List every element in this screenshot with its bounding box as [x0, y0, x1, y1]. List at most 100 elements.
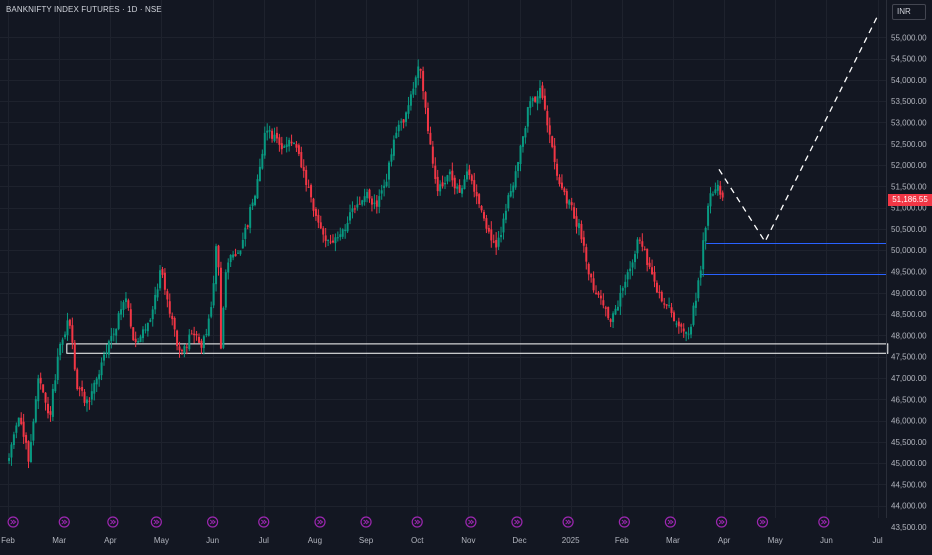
event-icon-glyph [759, 519, 766, 525]
price-tick-label: 50,500.00 [891, 225, 927, 234]
candle-body [42, 384, 45, 393]
candle-body [402, 119, 405, 123]
candle-body [32, 421, 35, 441]
dividend-event-icon [818, 516, 830, 528]
candle-body [536, 96, 539, 104]
event-icon-glyph [621, 519, 628, 525]
candle-body [349, 212, 352, 221]
candles [8, 59, 724, 469]
price-tick-label: 45,500.00 [891, 438, 927, 447]
candle-body [716, 184, 719, 191]
support-zone-box [66, 343, 889, 354]
candle-body [275, 132, 278, 139]
candle-body [219, 267, 222, 349]
candle-body [39, 377, 42, 384]
price-tick-label: 51,500.00 [891, 182, 927, 191]
candle-body [64, 334, 67, 338]
candle-body [322, 228, 325, 235]
candle-body [448, 171, 451, 175]
candle-body [227, 262, 230, 273]
dividend-event-icon [756, 516, 769, 528]
candle-body [456, 186, 459, 189]
candle-body [453, 177, 456, 189]
price-tick-label: 50,000.00 [891, 246, 927, 255]
candle-body [100, 362, 103, 376]
price-tick-label: 55,000.00 [891, 33, 927, 42]
candle-body [68, 319, 71, 326]
candle-body [149, 319, 152, 322]
candle-body [719, 185, 722, 195]
candle-body [217, 245, 220, 268]
candle-body [431, 146, 434, 164]
candle-body [551, 136, 554, 147]
candle-body [707, 205, 710, 226]
candle-body [556, 163, 559, 176]
candle-body [709, 193, 712, 207]
candle-body [329, 241, 332, 243]
price-tick-label: 49,500.00 [891, 268, 927, 277]
candle-body [302, 167, 305, 171]
candle-body [590, 273, 593, 278]
candle-body [271, 130, 274, 139]
candle-body [249, 207, 252, 228]
event-markers [7, 516, 830, 528]
candle-body [258, 166, 261, 182]
candle-body [592, 278, 595, 291]
candle-body [373, 202, 376, 204]
candle-body [297, 145, 300, 154]
candle-body [288, 139, 291, 147]
time-tick-label: May [154, 536, 169, 545]
candle-body [668, 305, 671, 307]
candle-body [426, 107, 429, 132]
candle-body [193, 333, 196, 336]
candle-body [305, 169, 308, 186]
candle-body [324, 235, 327, 241]
candle-body [687, 333, 690, 335]
price-tick-label: 54,000.00 [891, 76, 927, 85]
candle-body [115, 328, 118, 336]
candle-body [458, 184, 461, 193]
candle-body [524, 128, 527, 138]
time-tick-label: Oct [411, 536, 424, 545]
time-tick-label: Nov [461, 536, 475, 545]
candle-body [76, 369, 79, 390]
candle-body [273, 134, 276, 142]
candle-body [331, 240, 334, 243]
candle-body [397, 124, 400, 132]
candle-body [8, 458, 11, 461]
symbol-title[interactable]: BANKNIFTY INDEX FUTURES · 1D · NSE [6, 5, 162, 14]
price-tick-label: 49,000.00 [891, 289, 927, 298]
candle-body [132, 327, 135, 341]
candle-body [159, 270, 162, 289]
candle-body [300, 152, 303, 168]
candle-body [163, 272, 166, 290]
event-icon-glyph [61, 519, 68, 525]
price-tick-label: 46,000.00 [891, 417, 927, 426]
candle-body [251, 202, 254, 207]
candle-body [655, 282, 658, 293]
time-tick-label: May [768, 536, 783, 545]
candle-body [205, 334, 208, 336]
candle-body [73, 342, 76, 370]
time-axis[interactable]: Feb Mar Apr May Jun Jul Aug Sep Oct Nov Dec 2025 Feb… [1, 536, 883, 545]
candle-body [141, 329, 144, 339]
event-icon-glyph [317, 519, 324, 525]
price-tick-label: 43,500.00 [891, 523, 927, 532]
candle-body [236, 252, 239, 254]
candle-body [621, 288, 624, 291]
candle-body [568, 200, 571, 205]
price-axis[interactable]: 43,500.00 44,000.00 44,500.00 45,000.00 45,5… [891, 33, 927, 532]
candle-body [553, 145, 556, 162]
candle-body [222, 307, 225, 348]
candle-body [548, 125, 551, 135]
candle-body [254, 195, 257, 206]
candle-body [478, 194, 481, 204]
dividend-event-icon [715, 516, 728, 528]
time-tick-label: Jul [872, 536, 882, 545]
candle-body [446, 175, 449, 182]
candle-body [317, 214, 320, 223]
currency-selector[interactable]: INR [892, 4, 926, 20]
time-tick-label: Sep [359, 536, 374, 545]
